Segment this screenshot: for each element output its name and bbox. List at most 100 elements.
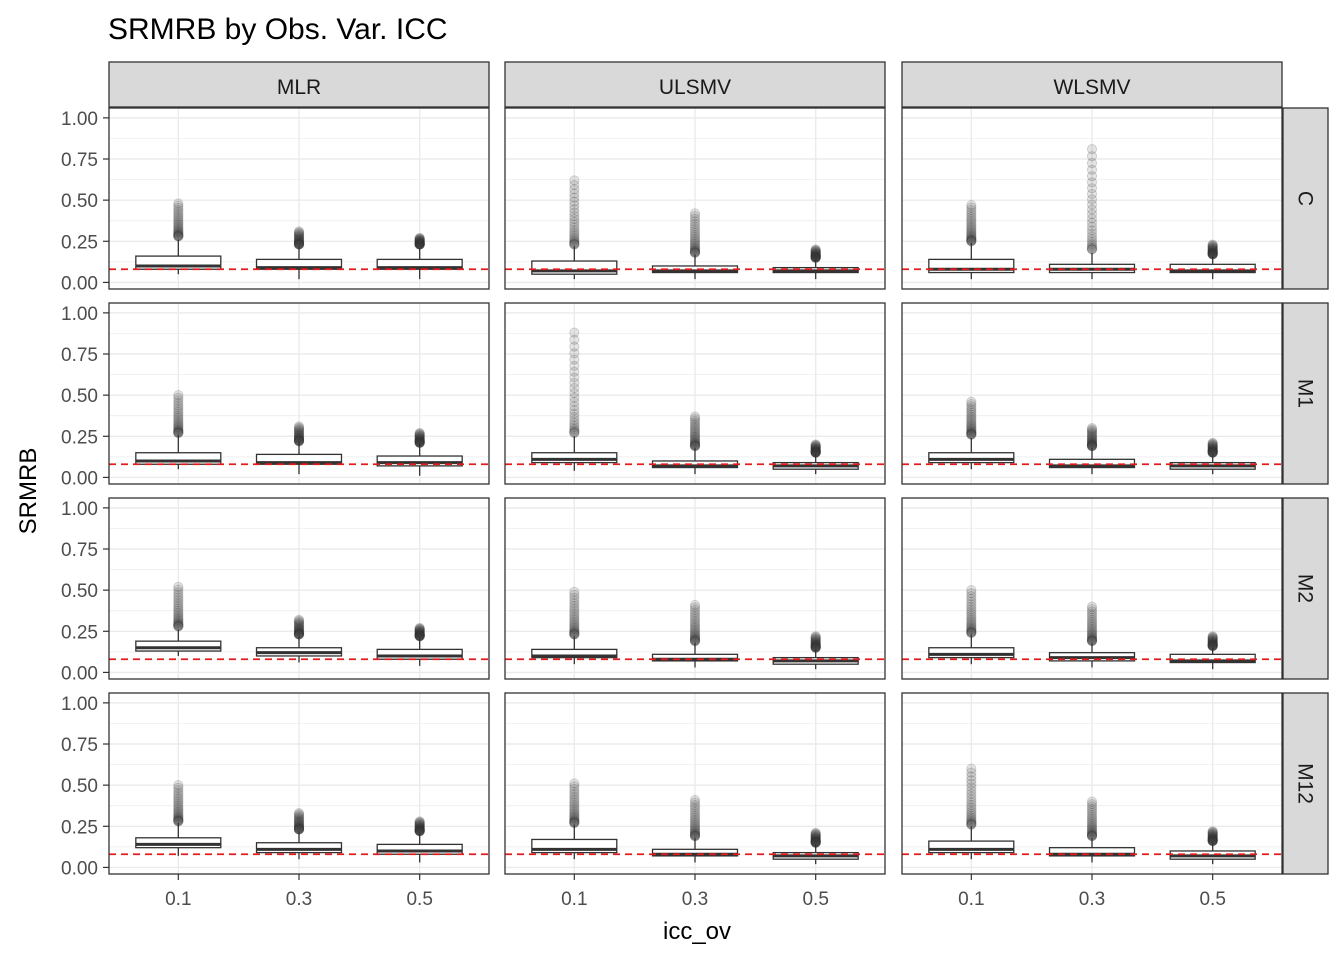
outlier-point: [1086, 432, 1098, 443]
outlier-point: [1086, 425, 1098, 436]
outlier-point: [1086, 625, 1098, 636]
outlier-point: [689, 635, 701, 646]
outlier-point: [569, 800, 580, 811]
outlier-point: [414, 235, 425, 246]
outlier-point: [810, 828, 821, 839]
outlier-point: [293, 228, 305, 239]
outlier-point: [810, 642, 821, 653]
outlier-point: [569, 327, 580, 338]
x-tick-label: 0.1: [958, 889, 984, 910]
outlier-point: [810, 837, 821, 848]
outlier-point: [414, 624, 425, 635]
outlier-point: [569, 341, 580, 352]
outlier-point: [1207, 245, 1218, 257]
outlier-point: [810, 837, 821, 848]
outlier-point: [810, 446, 821, 457]
outlier-point: [810, 833, 821, 844]
outlier-point: [810, 446, 821, 458]
outlier-point: [689, 213, 701, 224]
outlier-point: [966, 816, 977, 827]
outlier-point: [293, 233, 305, 244]
outlier-point: [293, 624, 305, 635]
outlier-point: [293, 813, 305, 824]
box-body: [928, 452, 1015, 464]
outlier-point: [810, 640, 821, 651]
outlier-point: [173, 390, 184, 401]
outlier-point: [689, 822, 701, 833]
outlier-point: [689, 828, 701, 839]
outlier-point: [569, 348, 580, 359]
outlier-point: [414, 427, 425, 439]
outlier-point: [689, 602, 701, 613]
box-body: [531, 648, 618, 659]
outlier-point: [414, 826, 425, 837]
outlier-point: [1207, 445, 1218, 456]
outlier-point: [293, 421, 305, 432]
outlier-point: [810, 832, 821, 843]
outlier-point: [173, 231, 184, 242]
outlier-point: [810, 632, 821, 643]
outlier-point: [173, 410, 184, 422]
outlier-point: [689, 237, 701, 248]
outlier-point: [293, 629, 305, 640]
panel-m12-wlsmv: [901, 692, 1283, 875]
outlier-point: [689, 634, 701, 645]
outlier-point: [689, 241, 701, 252]
outlier-point: [569, 622, 580, 633]
outlier-point: [966, 819, 977, 830]
outlier-point: [966, 413, 977, 424]
outlier-point: [173, 230, 184, 241]
panel-c-ulsmv: [504, 107, 886, 290]
outlier-point: [689, 427, 701, 438]
outlier-point: [1086, 435, 1098, 446]
outlier-point: [1086, 440, 1098, 452]
outlier-point: [1207, 239, 1218, 250]
outlier-point: [1207, 633, 1218, 644]
outlier-point: [173, 620, 184, 632]
outlier-point: [966, 619, 977, 630]
box-0.3: [1048, 601, 1136, 668]
outlier-point: [1086, 240, 1098, 251]
chart-title: SRMRB by Obs. Var. ICC: [108, 13, 448, 46]
outlier-point: [810, 250, 821, 261]
outlier-point: [810, 441, 821, 452]
outlier-point: [173, 581, 184, 592]
outlier-point: [569, 222, 580, 233]
outlier-point: [689, 636, 701, 647]
outlier-point: [569, 605, 580, 616]
outlier-point: [293, 432, 305, 443]
outlier-point: [810, 252, 821, 263]
outlier-point: [810, 248, 821, 259]
outlier-point: [1207, 244, 1218, 255]
outlier-point: [1086, 821, 1098, 833]
outlier-point: [810, 641, 821, 652]
outlier-point: [1086, 820, 1098, 831]
outlier-point: [810, 836, 821, 847]
outlier-point: [173, 787, 184, 798]
box-body: [928, 840, 1015, 854]
outlier-point: [1207, 446, 1218, 457]
outlier-point: [569, 805, 580, 816]
outlier-point: [293, 626, 305, 637]
outlier-point: [1086, 809, 1098, 821]
outlier-point: [293, 429, 305, 440]
outlier-point: [293, 239, 305, 250]
outlier-point: [173, 800, 184, 811]
outlier-point: [414, 821, 425, 832]
outlier-point: [569, 589, 580, 600]
outlier-point: [414, 437, 425, 448]
outlier-point: [293, 622, 305, 634]
box-body: [135, 640, 222, 652]
panel-border: [108, 302, 490, 485]
outlier-point: [414, 239, 425, 250]
outlier-point: [293, 629, 305, 640]
outlier-point: [1086, 433, 1098, 445]
outlier-point: [810, 252, 821, 263]
outlier-point: [689, 633, 701, 644]
outlier-point: [689, 802, 701, 813]
outlier-point: [810, 245, 821, 256]
outlier-point: [173, 226, 184, 237]
outlier-point: [414, 824, 425, 835]
outlier-point: [293, 435, 305, 446]
outlier-point: [293, 820, 305, 831]
